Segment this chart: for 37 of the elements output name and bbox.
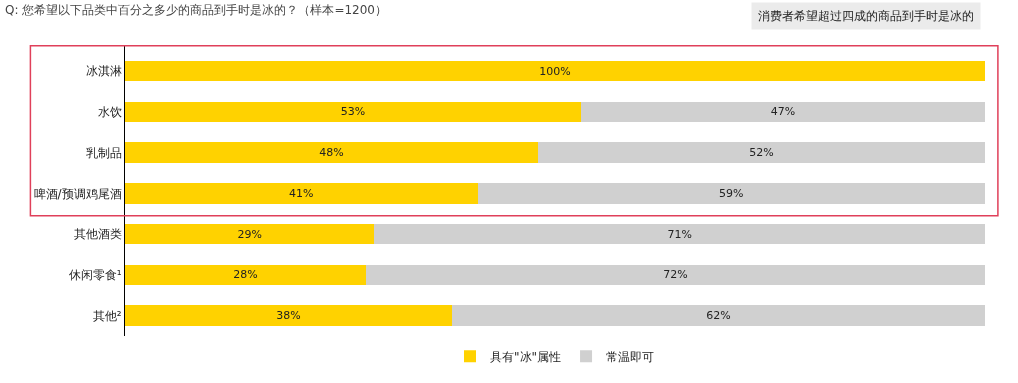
y-tick-label: 休闲零食¹ — [68, 268, 122, 283]
data-label: 28% — [233, 268, 258, 282]
bar — [374, 223, 985, 245]
data-label: 41% — [289, 186, 314, 200]
data-label: 29% — [237, 227, 262, 241]
bar — [537, 142, 985, 163]
bar — [451, 305, 985, 326]
y-tick-label: 其他² — [92, 308, 122, 323]
data-label: 47% — [770, 105, 796, 119]
data-label: 71% — [667, 227, 692, 241]
y-tick-label: 水饮 — [97, 104, 122, 119]
y-tick-label: 乳制品 — [85, 145, 122, 160]
bar — [125, 101, 581, 122]
bar — [125, 60, 985, 82]
bar — [125, 264, 366, 286]
bar — [125, 142, 538, 163]
text: 消费者希望超过四成的商品到手时是冰的 — [758, 9, 974, 23]
bar — [125, 223, 375, 245]
data-label: 72% — [663, 268, 688, 282]
legend-label: 常温即可 — [606, 350, 655, 364]
data-label: 52% — [749, 146, 774, 160]
data-label: 38% — [276, 309, 301, 323]
bar — [125, 305, 452, 326]
y-tick-label: 冰淇淋 — [85, 64, 122, 79]
bar — [580, 101, 985, 122]
legend-label: 具有"冰"属性 — [490, 350, 562, 364]
data-label: 59% — [719, 186, 744, 200]
chart-title: Q: 您希望以下品类中百分之多少的商品到手时是冰的？（样本=1200） — [5, 3, 387, 18]
data-label: 53% — [340, 105, 366, 119]
bar — [365, 264, 985, 286]
y-tick-label: 啤酒/预调鸡尾酒 — [33, 186, 122, 201]
bar — [125, 183, 478, 204]
y-tick-label: 其他酒类 — [73, 227, 122, 242]
bar — [477, 183, 985, 204]
data-label: 62% — [706, 309, 731, 323]
data-label: 48% — [319, 146, 344, 160]
data-label: 100% — [539, 64, 571, 78]
